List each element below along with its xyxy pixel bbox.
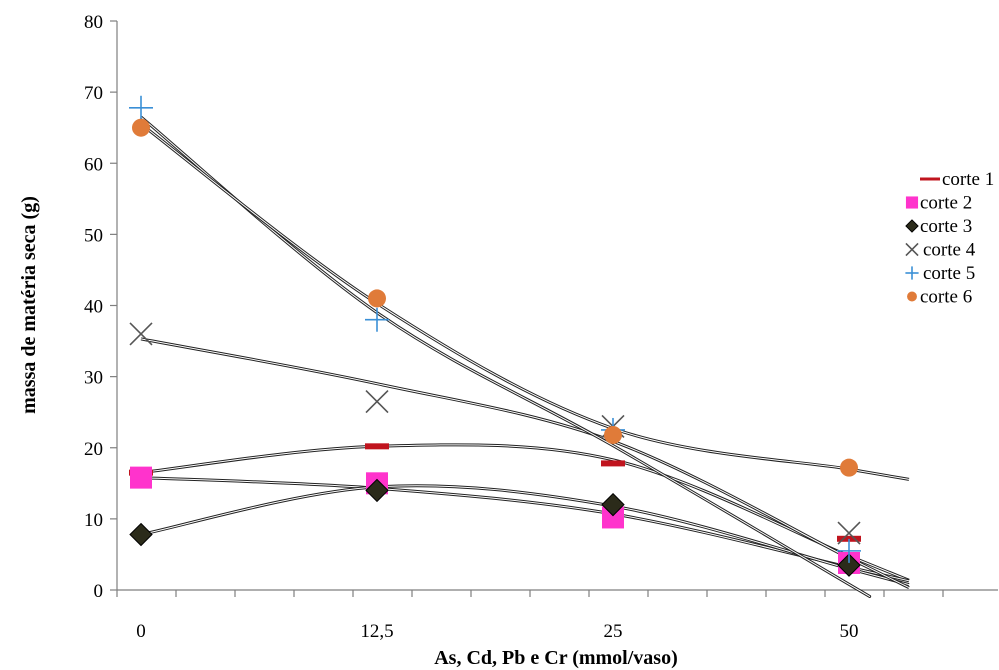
y-tick-label: 80 bbox=[84, 12, 103, 33]
x-tick-label: 0 bbox=[136, 621, 146, 642]
data-point-corte-6 bbox=[368, 289, 386, 308]
x-tick-label: 50 bbox=[840, 621, 859, 642]
data-point-corte-6 bbox=[840, 458, 858, 477]
y-tick-label: 30 bbox=[84, 368, 103, 389]
trendline-inner-corte-6 bbox=[140, 123, 910, 480]
y-tick-label: 10 bbox=[84, 510, 103, 531]
x-axis-title: As, Cd, Pb e Cr (mmol/vaso) bbox=[434, 647, 678, 669]
data-point-corte-3 bbox=[365, 478, 389, 503]
data-point-corte-6 bbox=[604, 425, 622, 444]
legend-marker-corte-4-b bbox=[905, 242, 919, 257]
y-tick-label: 50 bbox=[84, 225, 103, 246]
trendlines bbox=[140, 115, 910, 598]
data-point-corte-4-b bbox=[129, 322, 153, 346]
legend-label-corte-6: corte 6 bbox=[920, 287, 972, 308]
data-point-corte-2 bbox=[602, 506, 624, 529]
data-point-corte-3 bbox=[601, 492, 625, 517]
x-tick-label: 25 bbox=[604, 621, 623, 642]
data-point-corte-2 bbox=[130, 466, 152, 489]
legend-marker-corte-1 bbox=[920, 177, 940, 181]
y-tick-label: 20 bbox=[84, 439, 103, 460]
legend-marker-corte-3 bbox=[905, 219, 919, 233]
data-point-corte-6 bbox=[132, 118, 150, 137]
data-point-corte-5 bbox=[129, 95, 153, 120]
data-point-corte-4 bbox=[365, 389, 389, 414]
legend-label-corte-5: corte 5 bbox=[923, 263, 975, 284]
trendline-inner-corte-1 bbox=[140, 444, 910, 581]
legend-marker-corte-6 bbox=[907, 291, 917, 302]
data-point-corte-5 bbox=[837, 538, 861, 563]
legend-label-corte-3: corte 3 bbox=[920, 216, 972, 237]
axes: 0 10 20 30 40 50 60 70 80 0 12,5 25 50 bbox=[84, 12, 998, 642]
data-point-corte-1 bbox=[601, 460, 625, 467]
data-point-corte-4-b bbox=[837, 521, 861, 545]
y-tick-label: 60 bbox=[84, 154, 103, 175]
trendline-inner-corte-5 bbox=[140, 116, 871, 597]
data-point-corte-3 bbox=[837, 553, 861, 577]
data-point-corte-5 bbox=[365, 307, 389, 332]
data-point-corte-1 bbox=[365, 443, 389, 450]
legend-label-corte-4: corte 4 bbox=[923, 240, 976, 261]
trendline-corte-1 bbox=[140, 443, 910, 582]
legend-marker-corte-5 bbox=[905, 266, 919, 280]
data-point-corte-4-b bbox=[365, 389, 389, 414]
legend-marker-corte-4 bbox=[905, 242, 919, 257]
y-axis-title: massa de matéria seca (g) bbox=[18, 196, 40, 414]
data-point-corte-4 bbox=[837, 521, 861, 545]
y-tick-label: 40 bbox=[84, 297, 103, 318]
data-point-corte-1 bbox=[837, 535, 861, 542]
data-point-corte-3 bbox=[129, 522, 153, 547]
legend-label-corte-1: corte 1 bbox=[942, 169, 994, 190]
trendline-corte-5 bbox=[140, 115, 872, 598]
x-tick-label: 12,5 bbox=[360, 621, 393, 642]
markers bbox=[129, 95, 861, 577]
y-tick-label: 70 bbox=[84, 83, 103, 104]
legend-marker-corte-2 bbox=[905, 196, 919, 209]
data-point-corte-4 bbox=[129, 322, 153, 346]
legend-label-corte-2: corte 2 bbox=[920, 193, 972, 214]
y-tick-label: 0 bbox=[94, 581, 104, 602]
trendline-corte-6 bbox=[140, 122, 910, 481]
